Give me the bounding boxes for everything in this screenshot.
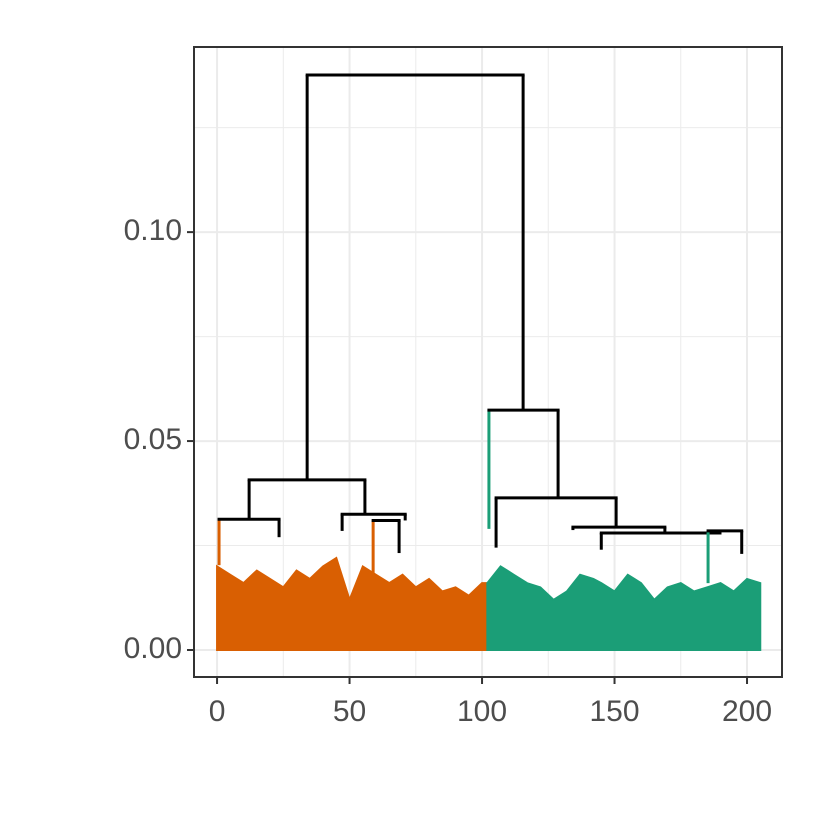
x-tick-label: 150 <box>589 695 639 728</box>
y-tick-label: 0.00 <box>124 632 182 665</box>
x-tick-label: 200 <box>722 695 772 728</box>
leaf-cluster <box>216 556 489 652</box>
panel <box>194 47 782 677</box>
x-tick-label: 50 <box>333 695 366 728</box>
x-tick-label: 0 <box>209 695 226 728</box>
y-tick-label: 0.10 <box>124 214 182 247</box>
y-tick-label: 0.05 <box>124 423 182 456</box>
leaf-cluster <box>486 565 762 652</box>
x-tick-label: 100 <box>457 695 507 728</box>
panel-border <box>193 46 783 678</box>
